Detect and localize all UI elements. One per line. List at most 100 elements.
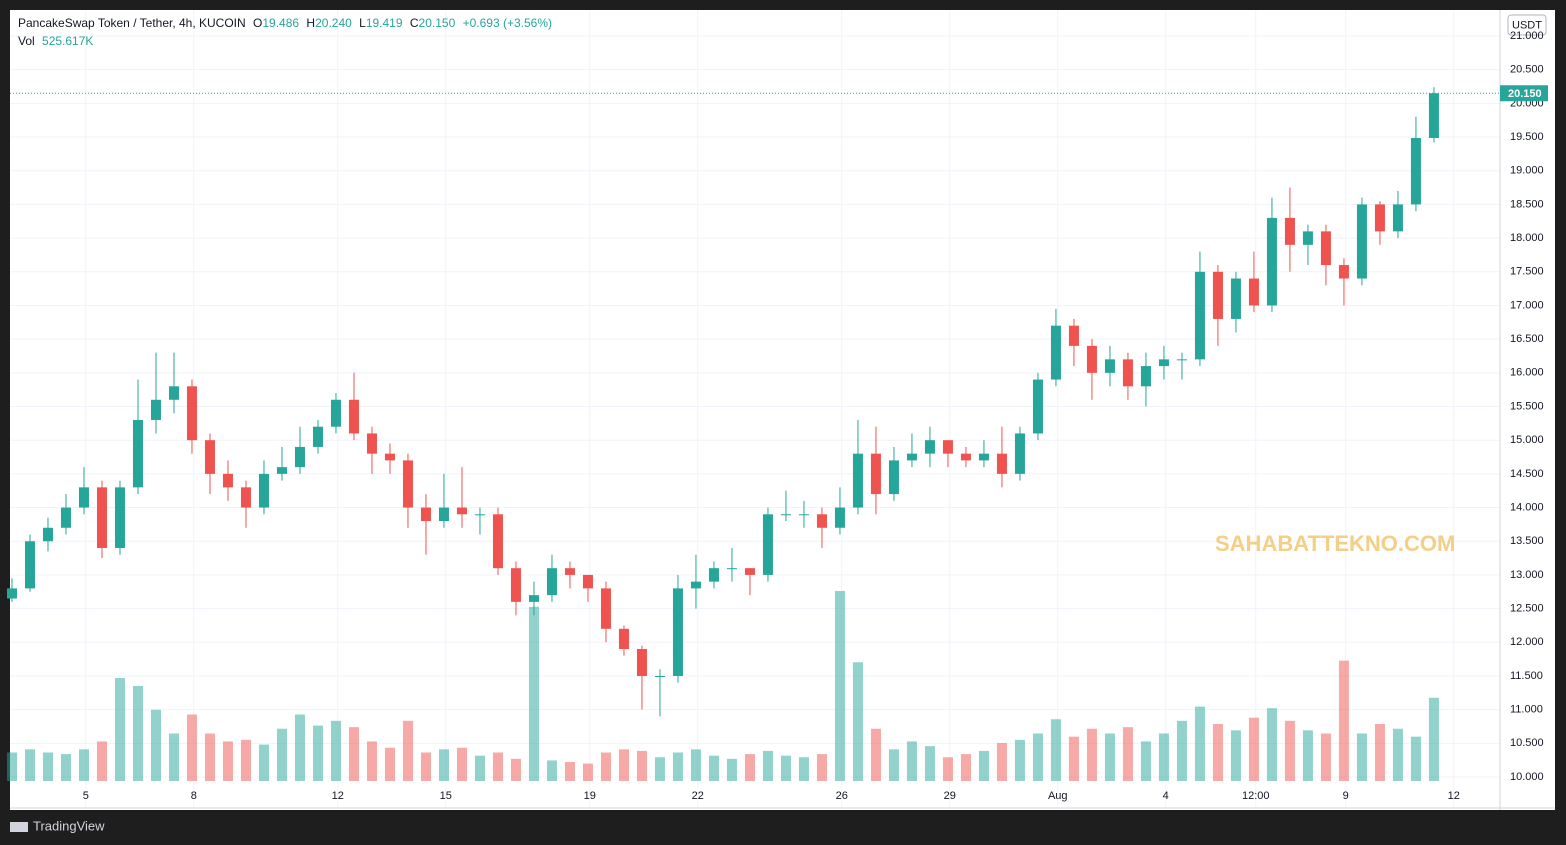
candle-body — [1356, 204, 1367, 279]
candle-body — [672, 588, 683, 676]
volume-bar — [204, 733, 215, 781]
x-tick-label: 12:00 — [1242, 790, 1270, 802]
candle-body — [384, 453, 395, 461]
candle-body — [816, 514, 827, 528]
ohlc-key: L — [359, 16, 366, 30]
volume-bar — [1320, 733, 1331, 781]
x-tick-label: 22 — [692, 790, 704, 802]
volume-bar — [528, 606, 539, 781]
legend-ohlc: PancakeSwap Token / Tether, 4h, KUCOIN O… — [18, 16, 552, 30]
candle-body — [888, 460, 899, 495]
volume-bar — [870, 728, 881, 781]
footer-logo[interactable] — [10, 822, 28, 832]
volume-bar — [798, 757, 809, 781]
volume-bar — [1014, 739, 1025, 781]
volume-bar — [150, 709, 161, 781]
candle-body — [1212, 271, 1223, 319]
candle-body — [654, 675, 665, 677]
candle-body — [474, 514, 485, 516]
y-tick-label: 13.500 — [1510, 535, 1544, 547]
candle-body — [870, 453, 881, 495]
candle-body — [294, 446, 305, 468]
volume-value: 525.617K — [42, 34, 93, 48]
symbol: PancakeSwap Token / Tether, 4h, KUCOIN — [18, 16, 246, 30]
volume-bar — [888, 749, 899, 781]
currency[interactable]: USDT — [1512, 19, 1542, 31]
candle-body — [1104, 359, 1115, 373]
volume-bar — [690, 749, 701, 781]
volume-bar — [546, 760, 557, 781]
y-tick-label: 11.000 — [1510, 704, 1543, 716]
candle-body — [1086, 345, 1097, 373]
x-tick-label: 29 — [944, 790, 956, 802]
last-price-label: 20.150 — [1508, 88, 1542, 100]
candle-body — [942, 440, 953, 454]
candle-body — [1068, 325, 1079, 346]
x-tick-label: 8 — [191, 790, 197, 802]
candle-body — [96, 487, 107, 548]
volume-bar — [1302, 730, 1313, 781]
volume-bar — [582, 763, 593, 781]
ohlc-key: H — [306, 16, 315, 30]
candle-body — [1266, 217, 1277, 306]
volume-bar — [114, 678, 125, 781]
candle-body — [6, 588, 17, 599]
candle-body — [168, 386, 179, 400]
volume-bar — [762, 750, 773, 781]
footer-brand[interactable]: TradingView — [33, 818, 105, 833]
candle-body — [1194, 271, 1205, 360]
ohlc-value: 20.240 — [315, 16, 352, 30]
volume-bar — [510, 758, 521, 781]
candle-body — [186, 386, 197, 441]
volume-bar — [276, 728, 287, 781]
candle-body — [1302, 231, 1313, 245]
ohlc-value: 20.150 — [419, 16, 456, 30]
candle-body — [240, 487, 251, 508]
candle-body — [1140, 366, 1151, 387]
candle-body — [150, 399, 161, 420]
change: +0.693 (+3.56%) — [463, 16, 552, 30]
x-tick-label: 19 — [584, 790, 596, 802]
y-tick-label: 16.500 — [1510, 333, 1544, 345]
candle-body — [1320, 231, 1331, 266]
y-tick-label: 18.500 — [1510, 198, 1544, 210]
x-tick-label: 9 — [1343, 790, 1349, 802]
volume-bar — [366, 741, 377, 781]
volume-bar — [132, 686, 143, 781]
y-tick-label: 12.000 — [1510, 636, 1544, 648]
candle-body — [1392, 204, 1403, 232]
volume-bar — [996, 743, 1007, 781]
ohlc-key: O — [253, 16, 262, 30]
volume-bar — [222, 741, 233, 781]
y-tick-label: 19.500 — [1510, 131, 1544, 143]
candle-body — [564, 568, 575, 575]
x-tick-label: 12 — [332, 790, 344, 802]
volume-bar — [438, 749, 449, 781]
volume-bar — [60, 754, 71, 781]
candle-body — [348, 399, 359, 434]
volume-bar — [312, 725, 323, 781]
volume-bar — [1266, 708, 1277, 781]
candle-body — [600, 588, 611, 629]
legend-volume: Vol 525.617K — [18, 34, 93, 48]
volume-bar — [6, 752, 17, 781]
volume-bar — [726, 758, 737, 781]
currency-box[interactable] — [1507, 14, 1547, 36]
volume-bar — [240, 739, 251, 781]
volume-bar — [1230, 730, 1241, 781]
x-tick-label: Aug — [1048, 790, 1068, 802]
volume-bar — [1284, 720, 1295, 781]
candle-body — [42, 527, 53, 542]
volume-bar — [960, 754, 971, 781]
candle-body — [834, 507, 845, 528]
x-tick-label: 4 — [1163, 790, 1169, 802]
candle-body — [60, 507, 71, 528]
y-tick-label: 21.000 — [1510, 30, 1544, 42]
y-tick-label: 14.500 — [1510, 468, 1544, 480]
candle-body — [366, 433, 377, 454]
candle-body — [924, 440, 935, 454]
x-tick-label: 26 — [836, 790, 848, 802]
candle-body — [690, 581, 701, 589]
last-price-tag — [1500, 85, 1548, 102]
volume-bar — [1374, 724, 1385, 781]
